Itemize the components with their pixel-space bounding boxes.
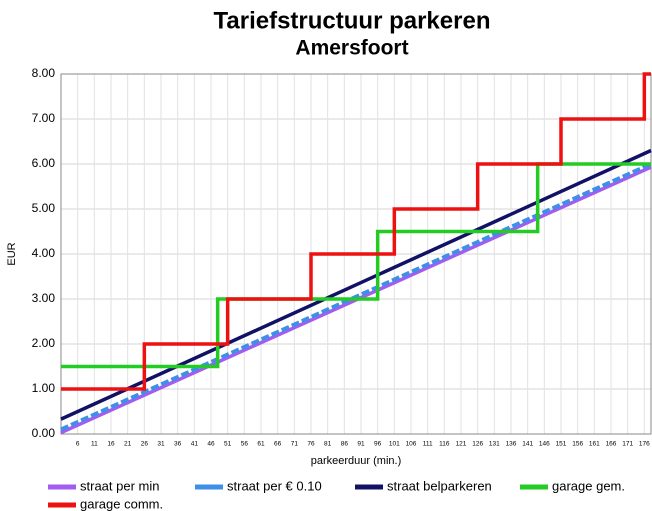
chart-title: Tariefstructuur parkeren xyxy=(214,7,491,34)
y-axis-label: EUR xyxy=(6,242,18,265)
x-tick-label: 46 xyxy=(207,441,215,448)
x-axis-label: parkeerduur (min.) xyxy=(311,455,401,467)
legend-label: garage comm. xyxy=(80,496,163,511)
x-tick-label: 66 xyxy=(274,441,282,448)
x-tick-label: 41 xyxy=(191,441,199,448)
x-tick-label: 61 xyxy=(257,441,265,448)
y-tick-label: 7.00 xyxy=(32,111,56,125)
x-tick-label: 131 xyxy=(489,441,500,448)
x-tick-label: 6 xyxy=(76,441,80,448)
x-tick-label: 91 xyxy=(357,441,365,448)
x-tick-label: 16 xyxy=(107,441,115,448)
x-tick-label: 141 xyxy=(522,441,533,448)
y-tick-label: 3.00 xyxy=(32,291,56,305)
y-tick-label: 6.00 xyxy=(32,156,56,170)
x-tick-label: 176 xyxy=(639,441,650,448)
x-tick-label: 51 xyxy=(224,441,232,448)
x-tick-label: 71 xyxy=(291,441,299,448)
y-tick-label: 5.00 xyxy=(32,201,56,215)
plot-border xyxy=(60,73,652,435)
x-tick-label: 171 xyxy=(622,441,633,448)
legend-label: garage gem. xyxy=(552,478,625,493)
series-line xyxy=(60,162,652,432)
x-tick-label: 11 xyxy=(91,441,98,448)
y-tick-label: 1.00 xyxy=(32,381,56,395)
x-tick-label: 81 xyxy=(324,441,332,448)
x-tick-label: 76 xyxy=(307,441,315,448)
legend-label: straat per min xyxy=(80,478,159,493)
chart-subtitle: Amersfoort xyxy=(295,37,408,60)
x-tick-label: 116 xyxy=(439,441,450,448)
series-line xyxy=(60,148,652,421)
x-tick-label: 121 xyxy=(456,441,467,448)
y-tick-label: 8.00 xyxy=(32,66,56,80)
y-tick-label: 4.00 xyxy=(32,246,56,260)
x-tick-label: 106 xyxy=(406,441,417,448)
y-tick-label: 2.00 xyxy=(32,336,56,350)
x-tick-label: 86 xyxy=(341,441,349,448)
x-tick-label: 36 xyxy=(174,441,182,448)
legend-label: straat belparkeren xyxy=(387,478,492,493)
series-line xyxy=(61,162,651,369)
x-tick-label: 101 xyxy=(389,441,400,448)
x-tick-label: 166 xyxy=(606,441,617,448)
x-tick-label: 146 xyxy=(539,441,550,448)
x-tick-label: 156 xyxy=(572,441,583,448)
legend-label: straat per € 0.10 xyxy=(227,478,322,493)
x-tick-label: 151 xyxy=(556,441,567,448)
y-tick-label: 0.00 xyxy=(32,426,56,440)
x-tick-label: 136 xyxy=(506,441,517,448)
x-tick-label: 111 xyxy=(423,441,433,448)
x-tick-label: 26 xyxy=(141,441,149,448)
x-tick-label: 126 xyxy=(472,441,483,448)
x-tick-label: 56 xyxy=(241,441,249,448)
x-tick-label: 96 xyxy=(374,441,382,448)
series-line xyxy=(61,72,651,391)
x-tick-label: 31 xyxy=(157,441,165,448)
x-tick-label: 161 xyxy=(589,441,600,448)
x-tick-label: 21 xyxy=(124,441,132,448)
